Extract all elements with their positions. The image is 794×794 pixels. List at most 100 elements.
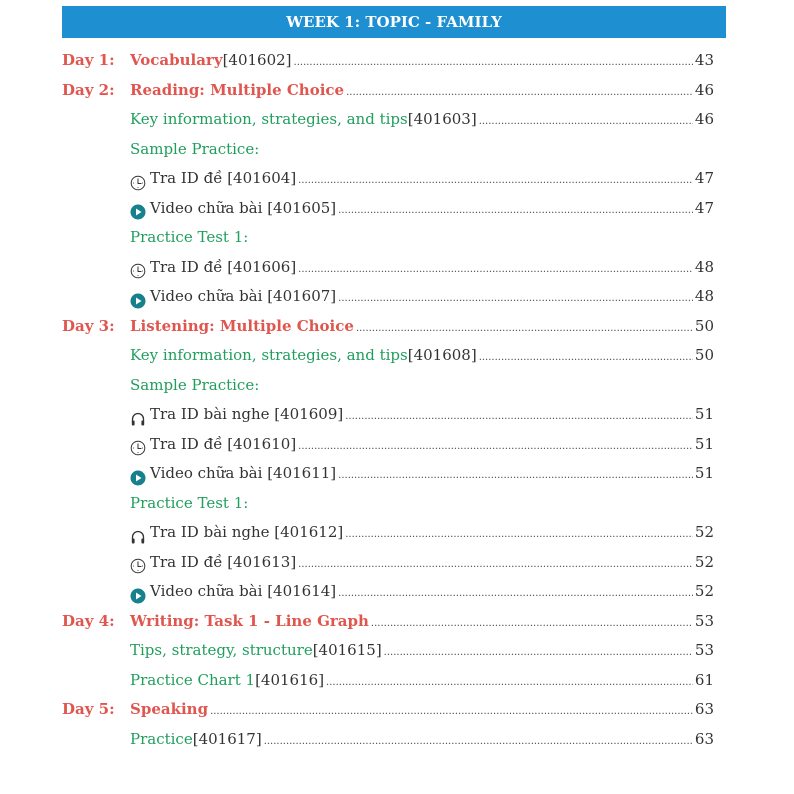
entry-id: Video chữa bài [401605] — [150, 198, 337, 217]
entry-title: Practice Test 1: — [130, 493, 249, 512]
leader-dots — [345, 520, 693, 550]
day-label: Day 2: — [62, 80, 115, 99]
entry-id: [401617] — [192, 729, 262, 748]
toc-entry[interactable]: Practice Test 1: — [62, 489, 714, 519]
leader-dots — [338, 284, 693, 314]
table-of-contents: Day 1: Vocabulary [401602] 43 Day 2: Reading… — [62, 46, 714, 754]
play-icon — [130, 585, 146, 604]
toc-entry[interactable]: Video chữa bài [401605] 47 — [62, 194, 714, 224]
headphones-icon — [130, 526, 146, 544]
leader-dots — [338, 461, 693, 491]
entry-id: Video chữa bài [401607] — [150, 287, 337, 305]
leader-dots — [326, 668, 693, 698]
leader-dots — [298, 166, 693, 196]
leader-dots — [264, 727, 693, 757]
page-number: 50 — [694, 316, 714, 335]
leader-dots — [345, 402, 693, 432]
leader-dots — [479, 343, 693, 373]
toc-entry[interactable]: Practice Chart 1 [401616] 61 — [62, 666, 714, 696]
leader-dots — [210, 697, 693, 727]
page-number: 51 — [694, 434, 714, 453]
toc-entry[interactable]: Day 2: Reading: Multiple Choice 46 — [62, 76, 714, 106]
toc-entry[interactable]: Video chữa bài [401611] 51 — [62, 459, 714, 489]
page-number: 48 — [694, 257, 714, 276]
toc-entry[interactable]: Video chữa bài [401607] 48 — [62, 282, 714, 312]
entry-title: Tips, strategy, structure — [130, 641, 313, 659]
toc-entry[interactable]: Sample Practice: — [62, 135, 714, 165]
page-number: 53 — [694, 641, 714, 659]
leader-dots — [346, 78, 693, 108]
toc-entry[interactable]: Sample Practice: — [62, 371, 714, 401]
page-number: 47 — [694, 198, 714, 217]
week-header: WEEK 1: TOPIC - FAMILY — [62, 6, 726, 38]
page-number: 51 — [694, 405, 714, 423]
entry-title: Key information, strategies, and tips — [130, 110, 408, 128]
entry-title: Sample Practice: — [130, 375, 260, 394]
page-number: 46 — [694, 110, 714, 128]
page-number: 52 — [694, 552, 714, 571]
toc-entry[interactable]: Day 5: Speaking 63 — [62, 695, 714, 725]
toc-entry[interactable]: Tra ID đề [401606] 48 — [62, 253, 714, 283]
leader-dots — [294, 48, 693, 78]
page-number: 61 — [694, 670, 714, 689]
entry-title: Practice Test 1: — [130, 228, 249, 246]
toc-entry[interactable]: Day 4: Writing: Task 1 - Line Graph 53 — [62, 607, 714, 637]
entry-title: Writing: Task 1 - Line Graph — [130, 611, 369, 630]
page-number: 52 — [694, 582, 714, 600]
entry-id: Tra ID đề [401610] — [150, 434, 297, 453]
headphones-icon — [130, 408, 146, 426]
entry-title: Key information, strategies, and tips — [130, 346, 408, 364]
entry-id: Tra ID bài nghe [401609] — [150, 405, 344, 423]
leader-dots — [371, 609, 693, 639]
page-number: 43 — [694, 51, 714, 69]
entry-id: Tra ID đề [401604] — [150, 169, 297, 187]
day-label: Day 4: — [62, 611, 115, 630]
entry-id: [401608] — [407, 346, 477, 364]
toc-entry[interactable]: Tra ID bài nghe [401609] 51 — [62, 400, 714, 430]
entry-title: Practice Chart 1 — [130, 670, 256, 689]
toc-entry[interactable]: Day 3: Listening: Multiple Choice 50 — [62, 312, 714, 342]
entry-id: [401602] — [222, 51, 292, 69]
toc-entry[interactable]: Tra ID đề [401613] 52 — [62, 548, 714, 578]
entry-title: Sample Practice: — [130, 139, 260, 158]
page-number: 63 — [694, 700, 714, 718]
toc-entry[interactable]: Key information, strategies, and tips [4… — [62, 105, 714, 135]
play-icon — [130, 290, 146, 309]
toc-entry[interactable]: Key information, strategies, and tips [4… — [62, 341, 714, 371]
toc-entry[interactable]: Tra ID bài nghe [401612] 52 — [62, 518, 714, 548]
play-icon — [130, 201, 146, 220]
clock-icon — [130, 172, 146, 191]
leader-dots — [298, 255, 693, 285]
entry-id: Tra ID đề [401606] — [150, 257, 297, 276]
clock-icon — [130, 437, 146, 456]
clock-icon — [130, 555, 146, 574]
clock-icon — [130, 260, 146, 279]
entry-title: Reading: Multiple Choice — [130, 80, 345, 99]
leader-dots — [338, 196, 693, 226]
entry-id: [401616] — [255, 670, 325, 689]
page-number: 63 — [694, 729, 714, 748]
toc-entry[interactable]: Tips, strategy, structure [401615] 53 — [62, 636, 714, 666]
leader-dots — [338, 579, 693, 609]
day-label: Day 1: — [62, 51, 115, 69]
entry-id: Tra ID đề [401613] — [150, 552, 297, 571]
toc-entry[interactable]: Video chữa bài [401614] 52 — [62, 577, 714, 607]
page-number: 47 — [694, 169, 714, 187]
page-number: 50 — [694, 346, 714, 364]
play-icon — [130, 467, 146, 486]
toc-entry[interactable]: Day 1: Vocabulary [401602] 43 — [62, 46, 714, 76]
page-number: 52 — [694, 523, 714, 541]
leader-dots — [298, 432, 693, 462]
entry-title: Practice — [130, 729, 193, 748]
toc-entry[interactable]: Practice Test 1: — [62, 223, 714, 253]
toc-entry[interactable]: Tra ID đề [401604] 47 — [62, 164, 714, 194]
page-number: 53 — [694, 611, 714, 630]
page-number: 51 — [694, 464, 714, 482]
entry-id: [401603] — [407, 110, 477, 128]
toc-entry[interactable]: Practice [401617] 63 — [62, 725, 714, 755]
leader-dots — [479, 107, 693, 137]
day-label: Day 3: — [62, 316, 115, 335]
day-label: Day 5: — [62, 700, 115, 718]
toc-entry[interactable]: Tra ID đề [401610] 51 — [62, 430, 714, 460]
entry-id: Video chữa bài [401611] — [150, 464, 337, 482]
